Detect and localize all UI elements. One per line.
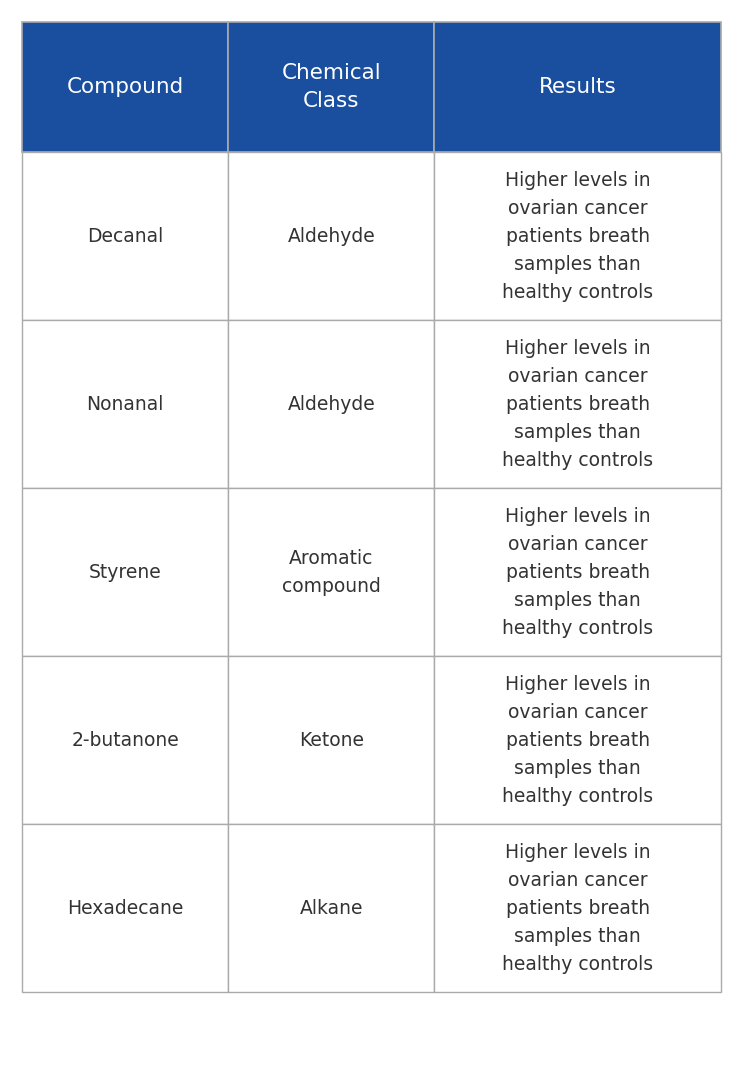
Bar — [22, 152, 228, 320]
Bar — [228, 152, 435, 320]
Text: Compound: Compound — [66, 77, 184, 97]
Text: Alkane: Alkane — [299, 899, 363, 918]
Bar — [228, 22, 435, 152]
Bar — [22, 488, 228, 656]
Text: Styrene: Styrene — [88, 563, 161, 581]
Bar — [435, 152, 721, 320]
Bar — [22, 22, 228, 152]
Text: Hexadecane: Hexadecane — [67, 899, 184, 918]
Bar — [228, 656, 435, 824]
Text: Aldehyde: Aldehyde — [288, 227, 375, 245]
Text: Higher levels in
ovarian cancer
patients breath
samples than
healthy controls: Higher levels in ovarian cancer patients… — [502, 507, 653, 637]
Bar — [435, 320, 721, 488]
Bar — [435, 824, 721, 993]
Text: Chemical
Class: Chemical Class — [282, 63, 381, 111]
Text: Higher levels in
ovarian cancer
patients breath
samples than
healthy controls: Higher levels in ovarian cancer patients… — [502, 171, 653, 301]
Bar — [435, 22, 721, 152]
Text: Aldehyde: Aldehyde — [288, 394, 375, 414]
Bar — [22, 656, 228, 824]
Bar — [228, 824, 435, 993]
Text: Higher levels in
ovarian cancer
patients breath
samples than
healthy controls: Higher levels in ovarian cancer patients… — [502, 842, 653, 973]
Bar — [435, 656, 721, 824]
Bar — [435, 488, 721, 656]
Text: Aromatic
compound: Aromatic compound — [282, 549, 380, 595]
Text: Results: Results — [539, 77, 617, 97]
Text: Higher levels in
ovarian cancer
patients breath
samples than
healthy controls: Higher levels in ovarian cancer patients… — [502, 675, 653, 806]
Text: Higher levels in
ovarian cancer
patients breath
samples than
healthy controls: Higher levels in ovarian cancer patients… — [502, 338, 653, 470]
Bar — [22, 824, 228, 993]
Bar — [22, 320, 228, 488]
Text: Nonanal: Nonanal — [86, 394, 163, 414]
Bar — [228, 488, 435, 656]
Text: 2-butanone: 2-butanone — [71, 730, 179, 750]
Text: Decanal: Decanal — [87, 227, 163, 245]
Text: Ketone: Ketone — [299, 730, 364, 750]
Bar — [228, 320, 435, 488]
